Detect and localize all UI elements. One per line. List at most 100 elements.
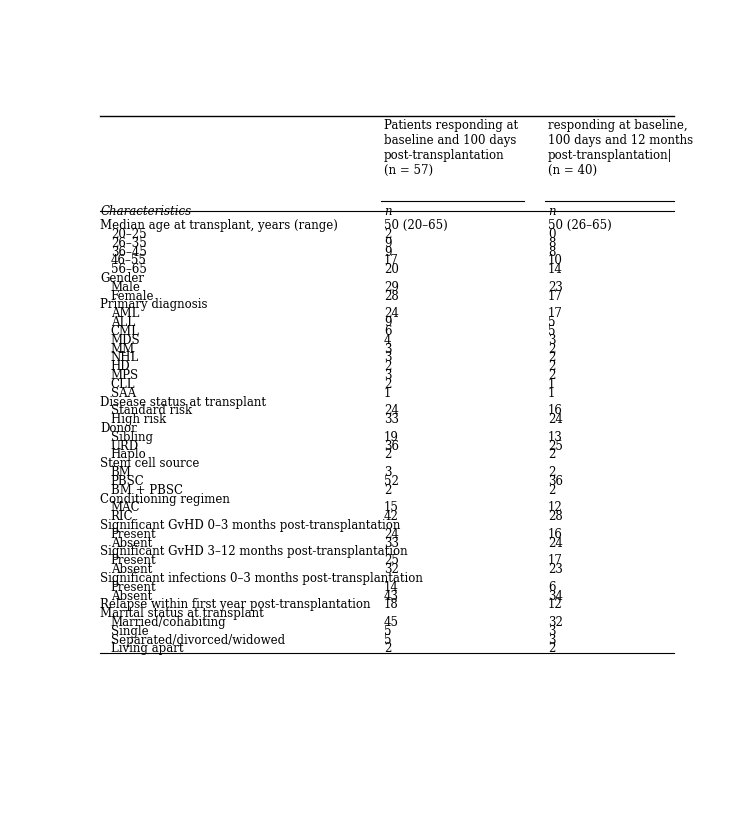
Text: 36–45: 36–45 bbox=[111, 246, 146, 259]
Text: 50 (20–65): 50 (20–65) bbox=[384, 219, 448, 232]
Text: 14: 14 bbox=[548, 263, 562, 276]
Text: 2: 2 bbox=[548, 369, 555, 382]
Text: 26–35: 26–35 bbox=[111, 237, 146, 250]
Text: 6: 6 bbox=[548, 581, 556, 593]
Text: 8: 8 bbox=[548, 246, 555, 259]
Text: 2: 2 bbox=[384, 642, 391, 656]
Text: Significant infections 0–3 months post-transplantation: Significant infections 0–3 months post-t… bbox=[100, 572, 423, 585]
Text: Significant GvHD 0–3 months post-transplantation: Significant GvHD 0–3 months post-transpl… bbox=[100, 519, 401, 532]
Text: Present: Present bbox=[111, 528, 156, 541]
Text: 29: 29 bbox=[384, 281, 399, 294]
Text: 3: 3 bbox=[384, 351, 392, 364]
Text: 25: 25 bbox=[384, 554, 399, 567]
Text: Separated/divorced/widowed: Separated/divorced/widowed bbox=[111, 633, 285, 647]
Text: Marital status at transplant: Marital status at transplant bbox=[100, 608, 264, 620]
Text: 10: 10 bbox=[548, 254, 562, 267]
Text: Present: Present bbox=[111, 554, 156, 567]
Text: 36: 36 bbox=[384, 440, 399, 452]
Text: 16: 16 bbox=[548, 528, 562, 541]
Text: URD: URD bbox=[111, 440, 139, 452]
Text: 28: 28 bbox=[548, 510, 562, 523]
Text: 20: 20 bbox=[384, 263, 399, 276]
Text: Conditioning regimen: Conditioning regimen bbox=[100, 492, 230, 505]
Text: Disease status at transplant: Disease status at transplant bbox=[100, 396, 267, 408]
Text: 14: 14 bbox=[384, 581, 399, 593]
Text: 4: 4 bbox=[384, 334, 392, 347]
Text: 9: 9 bbox=[384, 246, 392, 259]
Text: 9: 9 bbox=[384, 316, 392, 330]
Text: 20–25: 20–25 bbox=[111, 228, 146, 241]
Text: HD: HD bbox=[111, 360, 131, 374]
Text: 1: 1 bbox=[548, 387, 555, 400]
Text: 3: 3 bbox=[384, 466, 392, 479]
Text: 34: 34 bbox=[548, 589, 562, 603]
Text: 42: 42 bbox=[384, 510, 399, 523]
Text: 2: 2 bbox=[384, 448, 391, 461]
Text: Haplo: Haplo bbox=[111, 448, 146, 461]
Text: MPS: MPS bbox=[111, 369, 139, 382]
Text: Female: Female bbox=[111, 290, 154, 303]
Text: 17: 17 bbox=[548, 554, 562, 567]
Text: Absent: Absent bbox=[111, 537, 152, 549]
Text: 18: 18 bbox=[384, 598, 399, 612]
Text: Gender: Gender bbox=[100, 272, 144, 285]
Text: High risk: High risk bbox=[111, 413, 166, 426]
Text: 19: 19 bbox=[384, 431, 399, 444]
Text: RIC: RIC bbox=[111, 510, 134, 523]
Text: Sibling: Sibling bbox=[111, 431, 153, 444]
Text: NHL: NHL bbox=[111, 351, 139, 364]
Text: 32: 32 bbox=[548, 616, 562, 629]
Text: Relapse within first year post-transplantation: Relapse within first year post-transplan… bbox=[100, 598, 371, 612]
Text: 17: 17 bbox=[548, 290, 562, 303]
Text: n: n bbox=[548, 205, 556, 218]
Text: 5: 5 bbox=[548, 325, 556, 338]
Text: 15: 15 bbox=[384, 501, 399, 515]
Text: 3: 3 bbox=[384, 369, 392, 382]
Text: 2: 2 bbox=[548, 351, 555, 364]
Text: 12: 12 bbox=[548, 501, 562, 515]
Text: 17: 17 bbox=[548, 307, 562, 320]
Text: Significant GvHD 3–12 months post-transplantation: Significant GvHD 3–12 months post-transp… bbox=[100, 545, 408, 559]
Text: 5: 5 bbox=[384, 633, 392, 647]
Text: 36: 36 bbox=[548, 475, 562, 488]
Text: 28: 28 bbox=[384, 290, 399, 303]
Text: Living apart: Living apart bbox=[111, 642, 183, 656]
Text: 46–55: 46–55 bbox=[111, 254, 146, 267]
Text: 16: 16 bbox=[548, 404, 562, 417]
Text: 2: 2 bbox=[548, 484, 555, 496]
Text: AML: AML bbox=[111, 307, 139, 320]
Text: Married/cohabiting: Married/cohabiting bbox=[111, 616, 226, 629]
Text: Single: Single bbox=[111, 625, 149, 637]
Text: Characteristics: Characteristics bbox=[100, 205, 191, 218]
Text: 33: 33 bbox=[384, 537, 399, 549]
Text: MDS: MDS bbox=[111, 334, 140, 347]
Text: 24: 24 bbox=[548, 413, 562, 426]
Text: 43: 43 bbox=[384, 589, 399, 603]
Text: 23: 23 bbox=[548, 281, 562, 294]
Text: Absent: Absent bbox=[111, 563, 152, 576]
Text: BM + PBSC: BM + PBSC bbox=[111, 484, 183, 496]
Text: CML: CML bbox=[111, 325, 140, 338]
Text: 3: 3 bbox=[548, 633, 556, 647]
Text: 52: 52 bbox=[384, 475, 399, 488]
Text: 3: 3 bbox=[548, 334, 556, 347]
Text: 24: 24 bbox=[384, 404, 399, 417]
Text: 2: 2 bbox=[548, 360, 555, 374]
Text: n: n bbox=[384, 205, 392, 218]
Text: 3: 3 bbox=[548, 625, 556, 637]
Text: Donor: Donor bbox=[100, 422, 137, 435]
Text: 45: 45 bbox=[384, 616, 399, 629]
Text: 23: 23 bbox=[548, 563, 562, 576]
Text: 56–65: 56–65 bbox=[111, 263, 146, 276]
Text: CLL: CLL bbox=[111, 378, 135, 391]
Text: 1: 1 bbox=[548, 378, 555, 391]
Text: Stem cell source: Stem cell source bbox=[100, 457, 199, 471]
Text: 33: 33 bbox=[384, 413, 399, 426]
Text: 2: 2 bbox=[384, 378, 391, 391]
Text: Present: Present bbox=[111, 581, 156, 593]
Text: Standard risk: Standard risk bbox=[111, 404, 192, 417]
Text: 2: 2 bbox=[548, 466, 555, 479]
Text: 2: 2 bbox=[384, 360, 391, 374]
Text: SAA: SAA bbox=[111, 387, 136, 400]
Text: Patients responding at
baseline and 100 days
post-transplantation
(n = 57): Patients responding at baseline and 100 … bbox=[384, 119, 518, 177]
